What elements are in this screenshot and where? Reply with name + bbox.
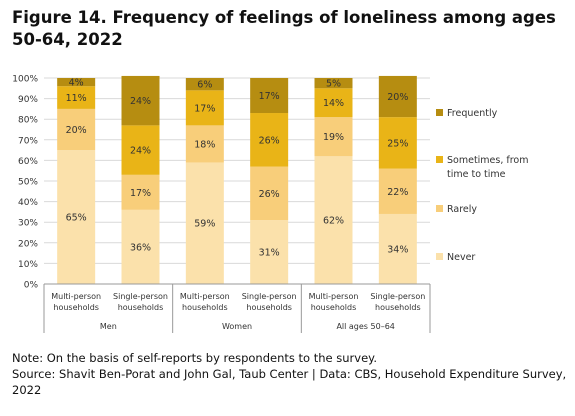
x-tick-label: Single-person households — [370, 292, 425, 312]
y-tick-label: 90% — [18, 95, 38, 105]
data-label: 6% — [197, 80, 212, 91]
bar-segment — [185, 125, 224, 163]
y-tick-label: 70% — [18, 136, 38, 146]
group-label: Women — [222, 322, 252, 331]
data-label: 24% — [130, 146, 151, 157]
bar-segment — [250, 78, 289, 114]
bar-segment — [57, 78, 96, 87]
bar-segment — [378, 168, 417, 214]
x-tick-label: Multi-person households — [309, 292, 359, 312]
data-label: 20% — [387, 92, 408, 103]
chart-title: Figure 14. Frequency of feelings of lone… — [12, 8, 556, 49]
y-tick-label: 30% — [18, 219, 38, 229]
y-tick-label: 10% — [18, 260, 38, 270]
bar-segment — [250, 113, 289, 167]
data-label: 22% — [387, 187, 408, 198]
bar-segment — [57, 108, 96, 151]
bar-segment — [314, 88, 353, 118]
bar-segment — [121, 209, 160, 284]
legend-label: Never — [447, 252, 475, 263]
bar-segment — [378, 213, 417, 284]
data-label: 14% — [323, 98, 344, 109]
bar-segment — [378, 117, 417, 169]
bar-segment — [185, 78, 224, 91]
bar-segment — [185, 90, 224, 126]
bar-segment — [121, 174, 160, 210]
legend-swatch — [436, 156, 443, 163]
legend-swatch — [436, 205, 443, 212]
data-label: 65% — [66, 213, 87, 224]
data-label: 31% — [259, 248, 280, 259]
source-text: Source: Shavit Ben-Porat and John Gal, T… — [12, 367, 567, 397]
bar-segment — [57, 86, 96, 109]
group-label: Men — [100, 322, 117, 331]
data-label: 59% — [194, 219, 215, 230]
x-tick-label: Multi-person households — [180, 292, 230, 312]
data-label: 24% — [130, 96, 151, 107]
bar-segment — [314, 78, 353, 89]
data-label: 20% — [66, 125, 87, 136]
legend-label: Frequently — [447, 108, 498, 119]
data-label: 26% — [259, 189, 280, 200]
data-label: 36% — [130, 242, 151, 253]
data-label: 34% — [387, 244, 408, 255]
bar-segment — [250, 166, 289, 221]
bar-segment — [121, 125, 160, 175]
y-tick-label: 80% — [18, 116, 38, 126]
data-label: 5% — [326, 79, 341, 90]
bar-segment — [314, 117, 353, 157]
y-tick-label: 0% — [24, 281, 39, 291]
bar-segment — [185, 162, 224, 284]
bar-segment — [314, 156, 353, 284]
data-label: 4% — [69, 78, 84, 89]
x-tick-label: Single-person households — [113, 292, 168, 312]
data-label: 62% — [323, 216, 344, 227]
legend: Frequently Sometimes, from time to time Rar… — [436, 108, 529, 263]
data-label: 17% — [259, 91, 280, 102]
y-tick-label: 100% — [12, 75, 38, 85]
y-axis: 0% 10% 20% 30% 40% 50% 60% 70% 80% 90% 100% — [12, 75, 38, 291]
gridlines — [44, 77, 430, 285]
bar-segment — [250, 220, 289, 284]
data-label: 17% — [194, 103, 215, 114]
x-axis: Multi-person households Single-person house… — [43, 283, 431, 333]
y-tick-label: 60% — [18, 157, 38, 167]
data-label: 26% — [259, 135, 280, 146]
bar-segment — [121, 75, 160, 126]
footnotes: Note: On the basis of self-reports by re… — [12, 350, 567, 398]
data-label: 19% — [323, 132, 344, 143]
legend-label: Sometimes, from time to time — [447, 155, 529, 180]
bar-data-labels: 65% 20% 11% 4% 36% 17% 24% 24% 59% 18% 17% 6% 31% 26%… — [66, 78, 409, 259]
y-tick-label: 20% — [18, 239, 38, 249]
legend-swatch — [436, 253, 443, 260]
bars — [57, 75, 417, 284]
y-tick-label: 50% — [18, 178, 38, 188]
data-label: 11% — [66, 93, 87, 104]
data-label: 17% — [130, 188, 151, 199]
legend-label: Rarely — [447, 204, 477, 215]
bar-segment — [57, 150, 96, 284]
data-label: 25% — [387, 138, 408, 149]
group-label: All ages 50–64 — [336, 322, 394, 331]
x-tick-label: Single-person households — [242, 292, 297, 312]
x-tick-label: Multi-person households — [51, 292, 101, 312]
note-text: Note: On the basis of self-reports by re… — [12, 351, 377, 365]
bar-segment — [378, 75, 417, 118]
legend-swatch — [436, 109, 443, 116]
y-tick-label: 40% — [18, 198, 38, 208]
data-label: 18% — [194, 139, 215, 150]
